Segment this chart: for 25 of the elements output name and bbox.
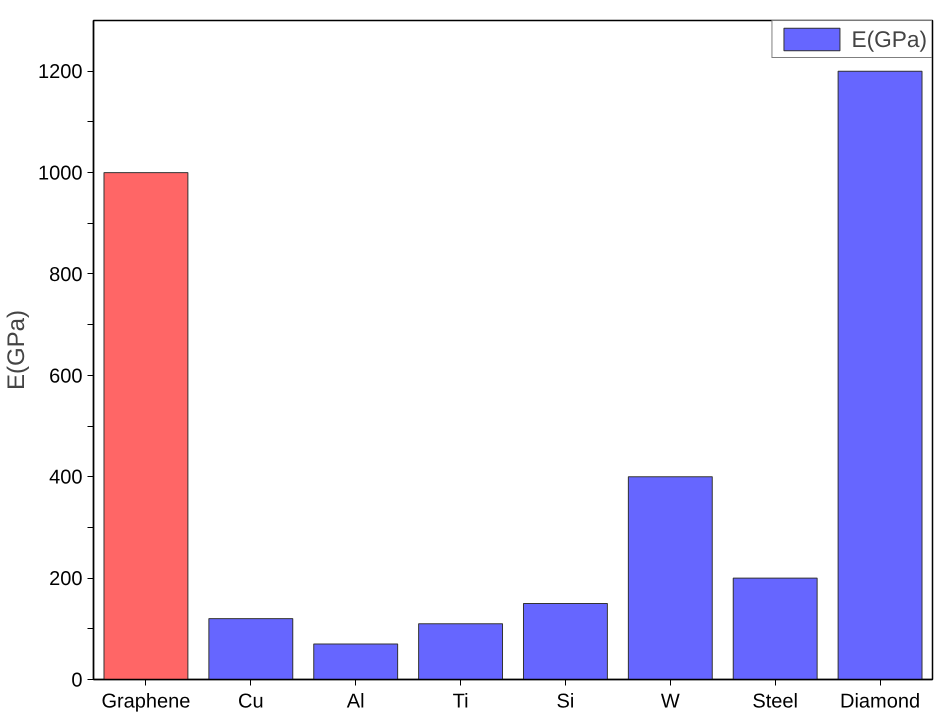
bar [418,623,504,680]
bar [628,476,713,680]
x-tick-label: Graphene [101,690,190,712]
bar [732,578,818,680]
y-tick-label: 800 [49,264,83,286]
y-axis-title: E(GPa) [3,310,30,390]
x-tick-label: Si [556,690,574,712]
y-tick-label: 1000 [38,162,83,185]
y-tick-label: 0 [71,670,82,692]
bar [103,172,188,680]
bar [313,644,398,680]
bar [208,618,294,680]
y-tick-label: 400 [49,466,83,489]
y-tick-label: 200 [49,568,83,590]
y-tick-label: 600 [49,365,83,388]
x-tick-label: Al [346,690,365,712]
y-tick-label: 1200 [38,61,83,84]
legend-label: E(GPa) [851,26,927,52]
x-tick-label: Ti [452,690,469,712]
x-tick-label: W [660,690,680,712]
x-tick-label: Diamond [840,690,920,712]
bar [838,70,923,680]
x-tick-label: Cu [238,690,264,712]
bar [522,602,608,680]
x-tick-label: Steel [752,690,798,712]
